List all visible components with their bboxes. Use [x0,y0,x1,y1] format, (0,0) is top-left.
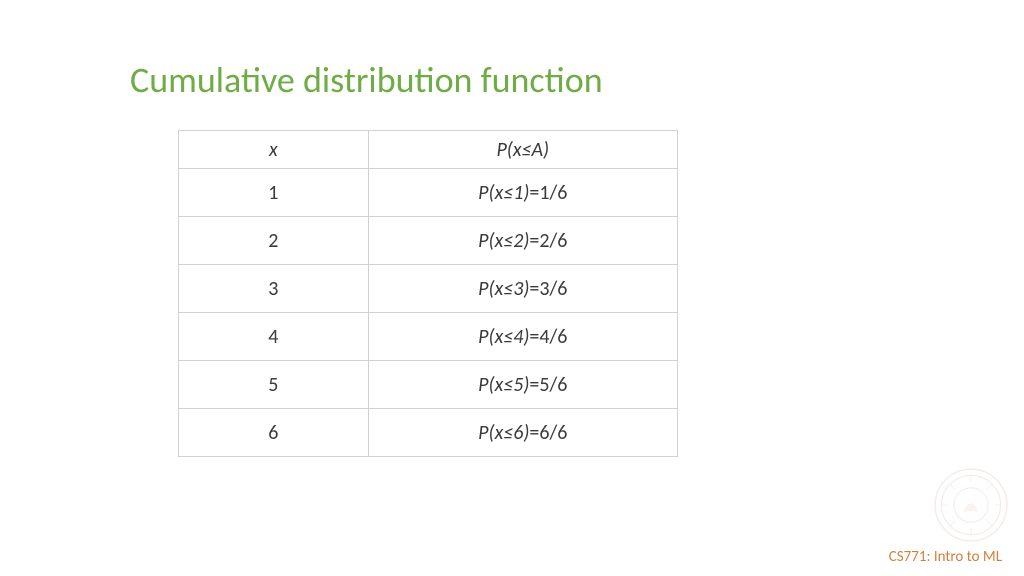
cell-x: 1 [179,169,369,217]
cell-x: 5 [179,361,369,409]
p-value: =3/6 [529,277,567,301]
p-value: =1/6 [529,181,567,205]
table-header-row: x P(x≤A) [179,131,678,169]
cell-p: P(x≤3)=3/6 [368,265,677,313]
cell-x: 4 [179,313,369,361]
table-row: 6 P(x≤6)=6/6 [179,409,678,457]
p-value: =6/6 [529,421,567,445]
cdf-table: x P(x≤A) 1 P(x≤1)=1/6 2 P(x≤2)=2/6 3 P(x… [178,130,678,457]
p-value: =2/6 [529,229,567,253]
cell-p: P(x≤4)=4/6 [368,313,677,361]
table-row: 1 P(x≤1)=1/6 [179,169,678,217]
cell-x: 2 [179,217,369,265]
cell-p: P(x≤5)=5/6 [368,361,677,409]
course-footer: CS771: Intro to ML [889,548,1002,566]
p-expression: P(x≤3) [478,277,529,301]
p-expression: P(x≤6) [478,421,529,445]
p-expression: P(x≤2) [478,229,529,253]
p-expression: P(x≤1) [478,181,529,205]
column-header-x: x [179,131,369,169]
institution-seal-icon [932,466,1010,544]
p-value: =5/6 [529,373,567,397]
cell-p: P(x≤6)=6/6 [368,409,677,457]
table-row: 5 P(x≤5)=5/6 [179,361,678,409]
table-row: 3 P(x≤3)=3/6 [179,265,678,313]
cell-p: P(x≤1)=1/6 [368,169,677,217]
p-expression: P(x≤4) [478,325,529,349]
slide-title: Cumulative distribution function [130,58,603,102]
cdf-table-container: x P(x≤A) 1 P(x≤1)=1/6 2 P(x≤2)=2/6 3 P(x… [178,130,678,457]
p-value: =4/6 [529,325,567,349]
cell-x: 6 [179,409,369,457]
table-row: 4 P(x≤4)=4/6 [179,313,678,361]
column-header-p: P(x≤A) [368,131,677,169]
cell-x: 3 [179,265,369,313]
cell-p: P(x≤2)=2/6 [368,217,677,265]
table-row: 2 P(x≤2)=2/6 [179,217,678,265]
p-expression: P(x≤5) [478,373,529,397]
